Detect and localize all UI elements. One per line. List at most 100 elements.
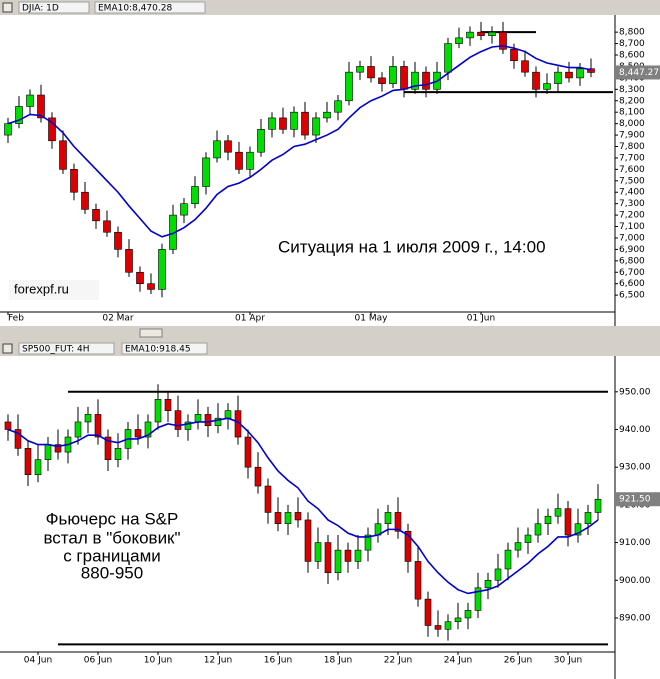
candle-body (384, 512, 392, 525)
candle-body (484, 579, 492, 589)
y-tick-label: 6,600 (619, 279, 645, 289)
candle-body (314, 542, 322, 562)
y-tick-label: 8,200 (619, 96, 645, 106)
candle-body (92, 209, 100, 222)
y-tick-label: 8,300 (619, 85, 645, 95)
header-field (18, 342, 115, 355)
last-price-label: 921.50 (619, 495, 651, 505)
candle-body (334, 549, 342, 574)
header-icon (2, 2, 13, 13)
x-tick-label: 22 Jun (384, 656, 412, 666)
x-tick-label: 01 Apr (235, 314, 265, 324)
candle-body (510, 49, 518, 62)
candle-body (14, 429, 22, 449)
scroll-thumb[interactable] (139, 328, 163, 338)
y-tick-label: 890.00 (619, 613, 651, 623)
candle-body (554, 71, 562, 84)
candle-body (4, 421, 12, 430)
candle-body (204, 414, 212, 427)
candle-body (544, 515, 552, 525)
y-tick-label: 6,900 (619, 245, 645, 255)
y-tick-label: 8,600 (619, 51, 645, 61)
candle-body (136, 271, 144, 285)
y-tick-label: 7,900 (619, 131, 645, 141)
y-tick-label: 8,700 (619, 39, 645, 49)
y-tick-label: 910.00 (619, 538, 651, 548)
candle-body (334, 100, 342, 113)
candle-body (464, 610, 472, 619)
candle-body (344, 549, 352, 562)
candle-body (125, 249, 133, 273)
candle-body (554, 508, 562, 517)
candle-body (103, 220, 111, 233)
x-tick-label: 12 Jun (204, 656, 232, 666)
y-tick-label: 8,100 (619, 108, 645, 118)
candle-body (294, 512, 302, 521)
last-price-box (615, 65, 660, 80)
candle-body (84, 414, 92, 423)
annotation-box (9, 280, 99, 300)
candle-body (394, 512, 402, 532)
candle-body (434, 625, 442, 630)
candle-body (34, 459, 42, 476)
x-tick-label: 24 Jun (444, 656, 472, 666)
candle-body (290, 111, 298, 130)
candle-body (323, 111, 331, 119)
header-field (121, 342, 208, 355)
candle-body (26, 94, 34, 107)
header-field (94, 1, 206, 14)
y-tick-label: 7,600 (619, 165, 645, 175)
candle-body (444, 43, 452, 73)
candle-body (59, 140, 67, 170)
candle-body (4, 123, 12, 136)
y-tick-label: 7,100 (619, 222, 645, 232)
header-icon (2, 343, 13, 354)
y-tick-label: 8,800 (619, 28, 645, 38)
x-tick-label: 30 Jun (554, 656, 582, 666)
last-price-box (615, 492, 660, 507)
candle-body (345, 71, 353, 102)
candle-body (191, 186, 199, 204)
candle-body (114, 231, 122, 250)
candle-body (104, 436, 112, 460)
candle-body (414, 561, 422, 600)
annotation: встал в "боковик" (43, 528, 180, 547)
candle-body (494, 568, 502, 581)
candle-body (254, 466, 262, 487)
candle-body (521, 60, 529, 73)
candle-body (455, 37, 463, 44)
y-tick-label: 7,400 (619, 188, 645, 198)
candle-body (576, 68, 584, 79)
candle-body (244, 436, 252, 468)
x-tick-label: Feb (8, 314, 24, 324)
y-tick-label: 6,700 (619, 268, 645, 278)
y-tick-label: 8,000 (619, 119, 645, 129)
x-tick-label: 16 Jun (264, 656, 292, 666)
annotation: forexpf.ru (14, 281, 69, 296)
header-text: SP500_FUT: 4H (22, 345, 89, 355)
candle-body (114, 448, 122, 460)
y-tick-label: 7,000 (619, 233, 645, 243)
candle-body (400, 66, 408, 90)
candle-body (268, 117, 276, 130)
candle-body (389, 66, 397, 84)
candle-body (587, 68, 595, 73)
candle-body (54, 444, 62, 453)
candle-body (422, 71, 430, 90)
candle-body (444, 621, 452, 630)
candle-body (144, 421, 152, 438)
candle-body (378, 77, 386, 84)
candle-body (164, 399, 172, 411)
candle-body (264, 485, 272, 513)
x-tick-label: 02 Mar (102, 314, 134, 324)
y-tick-label: 940.00 (619, 425, 651, 435)
candle-body (180, 203, 188, 216)
candle-body (48, 117, 56, 142)
candle-body (214, 417, 222, 427)
candle-body (158, 249, 166, 290)
candle-body (184, 421, 192, 430)
candle-body (424, 598, 432, 626)
header-text: EMA10:8,470.28 (98, 4, 172, 14)
y-tick-label: 7,500 (619, 176, 645, 186)
candle-body (174, 410, 182, 430)
